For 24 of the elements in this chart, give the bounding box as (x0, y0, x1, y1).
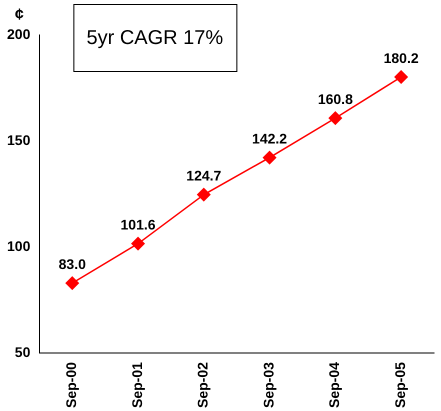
y-tick-label: 200 (7, 26, 31, 42)
point (65, 276, 80, 290)
y-tick-label: 50 (14, 344, 31, 360)
x-tick-label: Sep-05 (392, 362, 408, 408)
point (328, 111, 342, 126)
annotation: 5yr CAGR 17% (86, 27, 224, 50)
point (262, 150, 277, 165)
data-label: 180.2 (384, 50, 419, 66)
y-axis-title: ¢ (14, 6, 24, 24)
data-label: 83.0 (58, 256, 86, 272)
point (196, 188, 211, 202)
point (131, 236, 146, 251)
data-label: 142.2 (252, 130, 288, 146)
data-label: 160.8 (318, 90, 354, 107)
x-tick-label: Sep-01 (128, 362, 145, 408)
x-tick-label: Sep-00 (63, 362, 80, 408)
data-label: 101.6 (120, 216, 156, 233)
x-tick-label: Sep-03 (260, 362, 276, 408)
point (394, 70, 408, 84)
y-tick-label: 150 (7, 132, 31, 148)
y-tick-label: 100 (7, 238, 31, 254)
data-label: 124.7 (186, 168, 222, 184)
x-tick-label: Sep-04 (326, 362, 342, 408)
x-tick-label: Sep-02 (194, 362, 211, 408)
